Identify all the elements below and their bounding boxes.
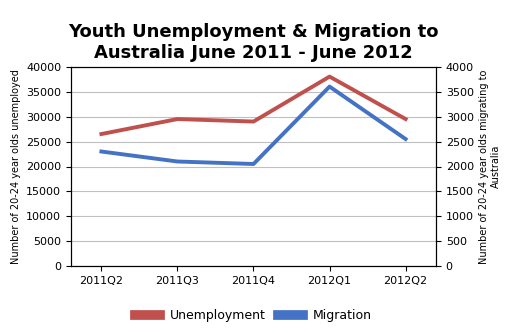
Migration [403, 137, 409, 141]
Legend: Unemployment, Migration: Unemployment, Migration [130, 304, 377, 327]
Migration [174, 160, 180, 164]
Unemployment [250, 120, 257, 124]
Unemployment [403, 117, 409, 121]
Migration [327, 85, 333, 89]
Unemployment [98, 132, 104, 136]
Y-axis label: Number of 20-24 year olds unemployed: Number of 20-24 year olds unemployed [11, 69, 21, 264]
Line: Unemployment: Unemployment [101, 77, 406, 134]
Line: Migration: Migration [101, 87, 406, 164]
Migration [98, 150, 104, 154]
Title: Youth Unemployment & Migration to
Australia June 2011 - June 2012: Youth Unemployment & Migration to Austra… [68, 23, 439, 62]
Migration [250, 162, 257, 166]
Unemployment [327, 75, 333, 79]
Unemployment [174, 117, 180, 121]
Y-axis label: Number of 20-24 year olds migrating to
Australia: Number of 20-24 year olds migrating to A… [480, 69, 501, 264]
